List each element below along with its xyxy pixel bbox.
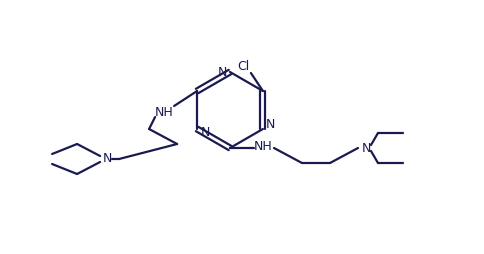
Text: NH: NH [154,105,173,119]
Text: NH: NH [253,140,272,153]
Text: N: N [200,126,210,139]
Text: N: N [266,119,275,132]
Text: N: N [217,66,226,78]
Text: Cl: Cl [236,60,248,73]
Text: N: N [102,152,111,166]
Text: N: N [361,141,370,154]
